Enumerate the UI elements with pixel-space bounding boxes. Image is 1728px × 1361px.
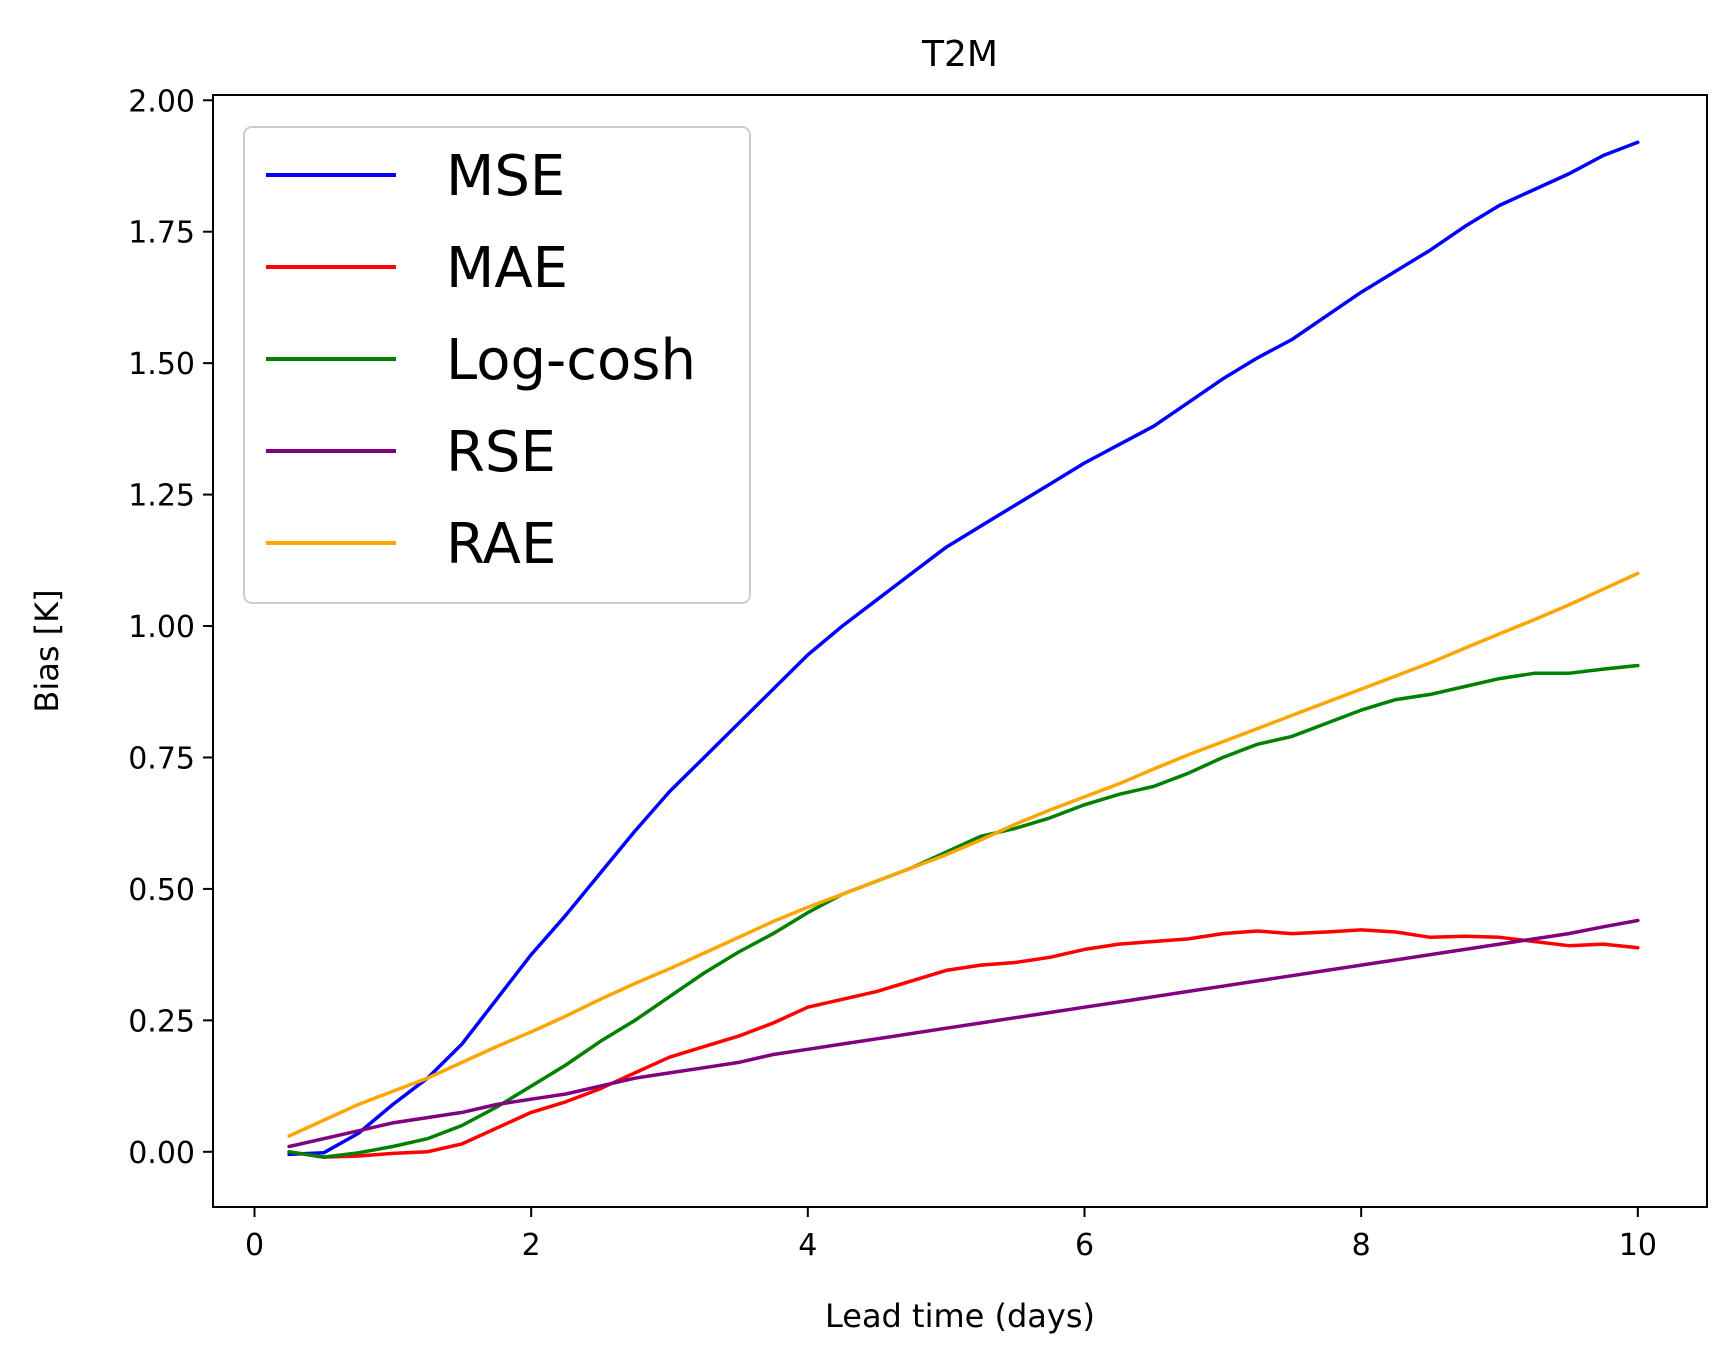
legend: MSE MAE Log-cosh RSE RAE [243, 126, 751, 604]
series-line-rae [287, 571, 1640, 1138]
y-tick-label: 1.25 [128, 479, 195, 514]
series-line-mse [287, 140, 1640, 1157]
series-line-log-cosh [287, 663, 1640, 1159]
x-tick-label: 0 [245, 1228, 264, 1263]
y-tick-label: 0.00 [128, 1136, 195, 1171]
x-tick-label: 2 [522, 1228, 541, 1263]
legend-label-rse: RSE [446, 420, 556, 485]
y-tick-label: 1.00 [128, 610, 195, 645]
x-tick-label: 8 [1352, 1228, 1371, 1263]
y-tick-label: 1.50 [128, 347, 195, 382]
legend-label-log-cosh: Log-cosh [446, 328, 696, 393]
y-tick-label: 1.75 [128, 216, 195, 251]
y-tick-label: 0.50 [128, 873, 195, 908]
y-tick-label: 0.25 [128, 1004, 195, 1039]
chart-title: T2M [921, 34, 998, 75]
x-tick-label: 4 [798, 1228, 817, 1263]
legend-box [243, 126, 751, 604]
series-line-rse [287, 918, 1640, 1149]
plot-area [287, 140, 1640, 1159]
x-axis-label: Lead time (days) [825, 1297, 1095, 1335]
series-line-mae [287, 928, 1640, 1159]
legend-label-mae: MAE [446, 236, 568, 301]
axes-frame [212, 94, 1708, 1208]
y-axis: 0.00 0.25 0.50 0.75 1.00 1.25 1.50 1.75 2.00 [128, 84, 213, 1171]
y-tick-label: 0.75 [128, 741, 195, 776]
legend-label-rae: RAE [446, 512, 556, 577]
y-axis-label: Bias [K] [28, 589, 66, 712]
x-axis: 0 2 4 6 8 10 [245, 1207, 1657, 1263]
x-tick-label: 6 [1075, 1228, 1094, 1263]
x-tick-label: 10 [1619, 1228, 1657, 1263]
y-tick-label: 2.00 [128, 84, 195, 119]
legend-label-mse: MSE [446, 144, 565, 209]
